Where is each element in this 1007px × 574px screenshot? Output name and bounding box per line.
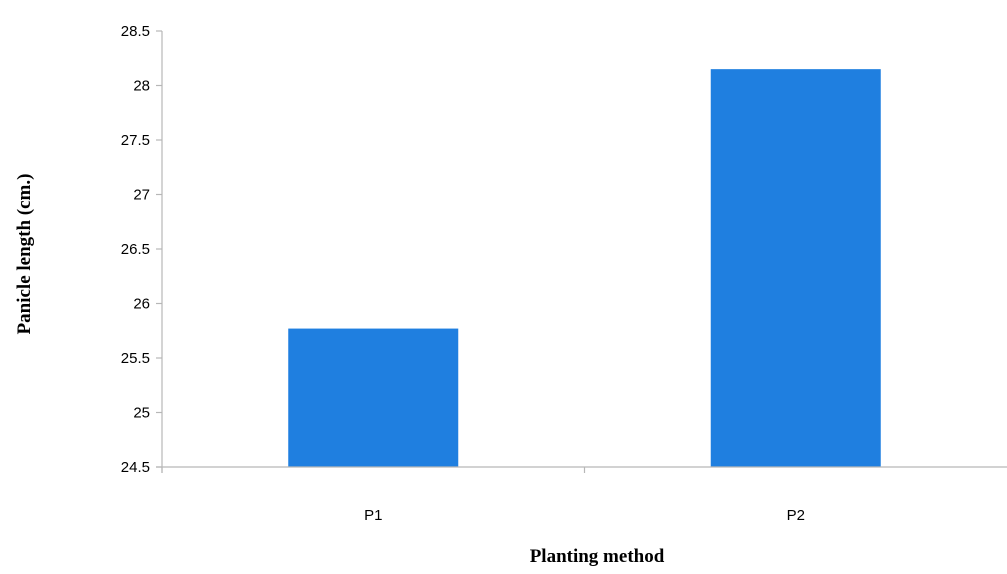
y-tick-label: 27 bbox=[133, 187, 150, 204]
x-axis-title: Planting method bbox=[530, 546, 665, 567]
y-tick-label: 27.5 bbox=[121, 132, 150, 149]
y-tick-label: 28.5 bbox=[121, 23, 150, 40]
x-axis-ticks: P1 P2 bbox=[161, 467, 805, 524]
y-tick-label: 28 bbox=[133, 78, 150, 95]
bar-p1 bbox=[288, 328, 459, 467]
y-tick-label: 24.5 bbox=[121, 459, 150, 476]
y-axis-ticks: 24.5 25 25.5 26 26.5 27 27.5 28 28.5 bbox=[121, 23, 162, 476]
x-category-label: P1 bbox=[364, 507, 382, 524]
y-tick-label: 25 bbox=[133, 405, 150, 422]
y-tick-label: 26.5 bbox=[121, 241, 150, 258]
x-category-label: P2 bbox=[787, 507, 805, 524]
y-tick-label: 25.5 bbox=[121, 350, 150, 367]
y-axis-title: Panicle length (cm.) bbox=[14, 174, 35, 335]
bar-p2 bbox=[710, 69, 881, 468]
bars bbox=[288, 69, 881, 468]
y-tick-label: 26 bbox=[133, 296, 150, 313]
